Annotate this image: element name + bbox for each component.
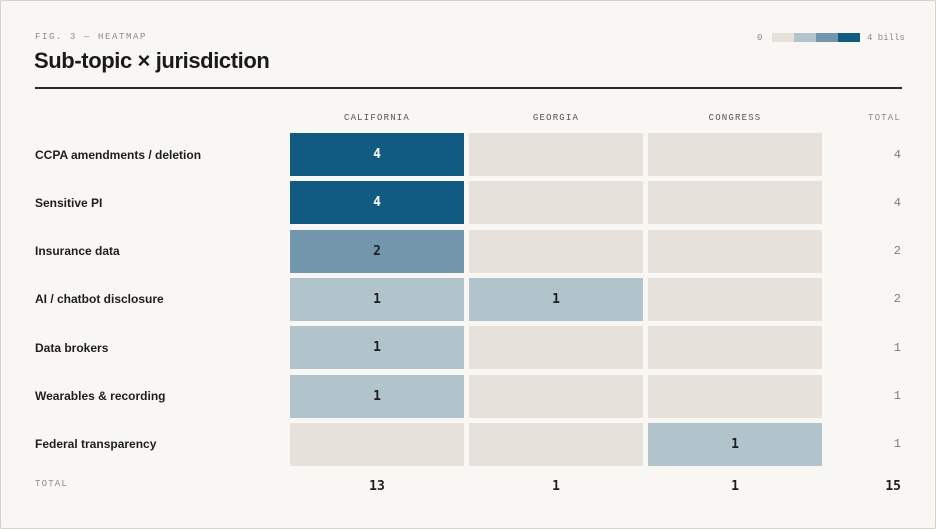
row-total-ai-chatbot-disclosure: 2 (893, 292, 901, 307)
heatmap-cell-wearables-recording-california: 1 (290, 374, 464, 418)
row-label-ai-chatbot-disclosure: AI / chatbot disclosure (35, 292, 164, 307)
heatmap-cell-ccpa-amendments-deletion-california: 4 (290, 133, 464, 176)
row-total-federal-transparency: 1 (893, 437, 901, 452)
row-total-insurance-data: 2 (893, 244, 901, 259)
column-total-georgia: 1 (552, 479, 560, 494)
legend-swatch-0 (772, 33, 794, 42)
heatmap-cell-ai-chatbot-disclosure-congress (648, 277, 822, 321)
heatmap-cell-sensitive-pi-california: 4 (290, 181, 464, 225)
figure-label: FIG. 3 — HEATMAP (35, 32, 148, 42)
heatmap-cell-wearables-recording-georgia (469, 374, 643, 418)
heatmap-cell-sensitive-pi-congress (648, 181, 822, 225)
column-total-california: 13 (369, 479, 385, 494)
row-label-ccpa-amendments-deletion: CCPA amendments / deletion (35, 147, 202, 162)
chart-title: Sub-topic × jurisdiction (34, 48, 270, 73)
heatmap-cell-federal-transparency-california (290, 422, 464, 466)
legend-swatch-3 (838, 33, 860, 42)
heatmap-cell-insurance-data-georgia (469, 229, 643, 273)
total-row-label: TOTAL (35, 479, 69, 489)
legend-min-label: 0 (757, 33, 763, 43)
title-divider (35, 87, 902, 89)
row-label-federal-transparency: Federal transparency (35, 437, 157, 452)
heatmap-cell-sensitive-pi-georgia (469, 181, 643, 225)
row-label-sensitive-pi: Sensitive PI (35, 195, 103, 210)
heatmap-cell-data-brokers-congress (648, 326, 822, 370)
grand-total: 15 (885, 479, 901, 494)
heatmap-cell-ai-chatbot-disclosure-california: 1 (290, 277, 464, 321)
legend-swatch-2 (816, 33, 838, 42)
heatmap-cell-federal-transparency-congress: 1 (648, 422, 822, 466)
column-header-georgia: GEORGIA (532, 113, 580, 123)
legend-color-scale (772, 33, 860, 42)
heatmap-cell-data-brokers-georgia (469, 326, 643, 370)
row-label-data-brokers: Data brokers (35, 340, 109, 355)
heatmap-cell-insurance-data-california: 2 (290, 229, 464, 273)
legend-max-label: 4 bills (867, 33, 905, 43)
row-total-sensitive-pi: 4 (893, 195, 901, 210)
heatmap-cell-ai-chatbot-disclosure-georgia: 1 (469, 277, 643, 321)
heatmap-cell-wearables-recording-congress (648, 374, 822, 418)
column-header-california: CALIFORNIA (343, 113, 410, 123)
row-total-data-brokers: 1 (893, 340, 901, 355)
row-total-ccpa-amendments-deletion: 4 (893, 147, 901, 162)
legend-swatch-1 (794, 33, 816, 42)
heatmap-cell-data-brokers-california: 1 (290, 326, 464, 370)
row-total-wearables-recording: 1 (893, 389, 901, 403)
column-header-congress: CONGRESS (708, 113, 762, 123)
row-label-wearables-recording: Wearables & recording (35, 389, 166, 403)
row-label-insurance-data: Insurance data (35, 244, 120, 259)
column-header-total: TOTAL (867, 113, 901, 123)
heatmap-cell-insurance-data-congress (648, 229, 822, 273)
heatmap-cell-ccpa-amendments-deletion-georgia (469, 133, 643, 176)
heatmap-cell-federal-transparency-georgia (469, 422, 643, 466)
heatmap-cell-ccpa-amendments-deletion-congress (648, 133, 822, 176)
column-total-congress: 1 (731, 479, 739, 494)
